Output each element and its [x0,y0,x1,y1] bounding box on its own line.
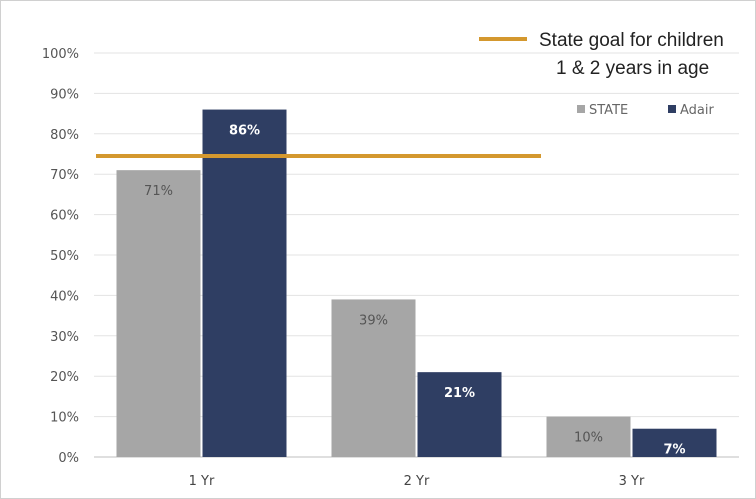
y-tick-label: 100% [42,47,79,62]
y-tick-label: 50% [50,249,79,264]
bar-adair-3yr [632,428,717,457]
data-label: 86% [229,124,260,139]
y-tick-label: 0% [58,451,79,466]
bar-adair-2yr [417,372,502,457]
legend-label-adair: Adair [680,103,714,118]
bar-adair-1yr [202,109,287,457]
y-tick-label: 40% [50,289,79,304]
data-label: 21% [444,386,475,401]
goal-legend-label-line2: 1 & 2 years in age [556,58,709,79]
y-tick-label: 20% [50,370,79,385]
y-tick-label: 90% [50,87,79,102]
bar-state-2yr [331,299,416,457]
legend-swatch-adair [668,105,676,113]
y-tick-label: 80% [50,128,79,143]
data-label: 71% [144,184,173,199]
legend-swatch-state [577,105,585,113]
x-tick-label: 1 Yr [189,474,215,489]
y-tick-label: 10% [50,411,79,426]
bar-state-3yr [546,416,631,457]
data-label: 10% [574,431,603,446]
legend-label-state: STATE [589,103,628,118]
goal-legend-label-line1: State goal for children [539,30,724,51]
y-tick-label: 30% [50,330,79,345]
y-tick-label: 70% [50,168,79,183]
data-label: 39% [359,313,388,328]
data-label: 7% [663,443,685,458]
bar-state-1yr [116,170,201,457]
y-tick-label: 60% [50,209,79,224]
x-tick-label: 2 Yr [404,474,430,489]
x-tick-label: 3 Yr [619,474,645,489]
